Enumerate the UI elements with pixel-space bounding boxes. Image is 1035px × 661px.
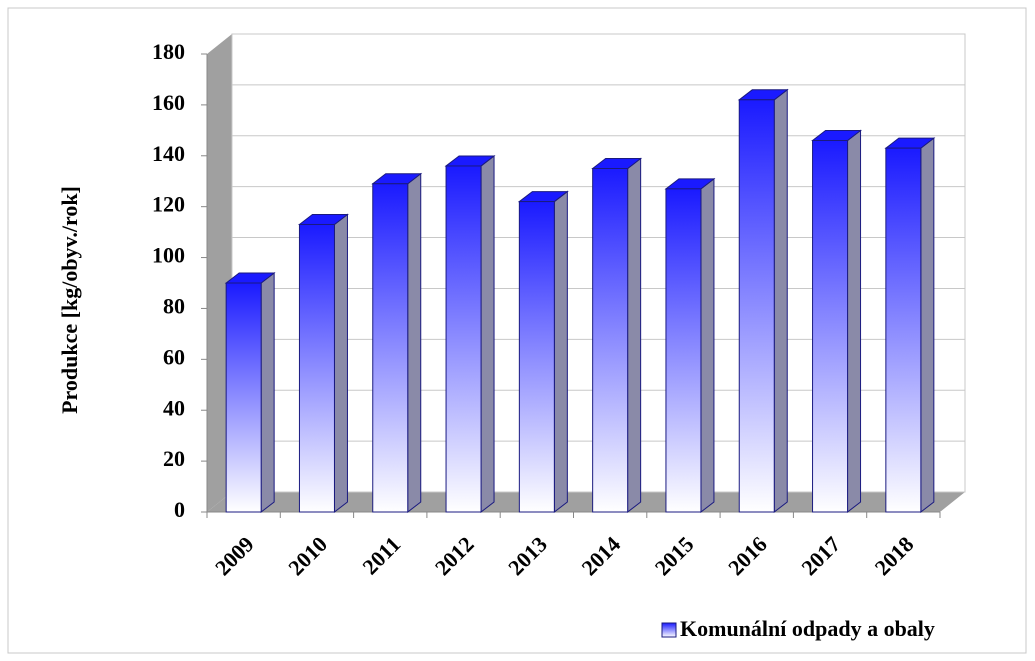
y-tick-label: 0 [174,497,185,522]
x-tick-label: 2014 [576,531,625,580]
y-tick-label: 120 [152,192,185,217]
bar [664,177,716,514]
y-tick-label: 40 [163,395,185,420]
legend-label: Komunální odpady a obaly [680,616,935,641]
bar-side [700,177,715,514]
bar [591,157,643,514]
x-tick-label: 2010 [283,531,332,580]
bar-front [298,223,335,513]
bar-side [627,157,642,514]
bar-front [445,165,482,513]
y-tick-label: 140 [152,141,185,166]
x-tick-label: 2009 [210,531,259,580]
x-tick-label: 2017 [796,531,845,580]
y-tick-label: 180 [152,39,185,64]
bar [811,129,863,514]
y-tick-label: 60 [163,344,185,369]
bar-front [225,282,262,513]
bar-side [260,271,275,514]
bar-front [812,140,849,513]
bar-front [372,183,409,513]
bar [297,213,349,514]
bar [224,271,276,514]
bar [517,190,569,514]
bar-front [665,188,702,513]
x-tick-label: 2015 [650,531,699,580]
bar-side [553,190,568,514]
y-axis-title: Produkce [kg/obyv./rok] [57,186,82,414]
x-tick-label: 2013 [503,531,552,580]
bar [884,137,936,514]
bar [737,88,789,514]
bar-side [773,88,788,514]
x-tick-label: 2018 [870,531,919,580]
bar [371,172,423,514]
bar-side [407,172,422,514]
x-tick-label: 2012 [430,531,479,580]
y-tick-label: 80 [163,293,185,318]
bar [444,154,496,514]
y-tick-label: 100 [152,243,185,268]
x-tick-label: 2011 [357,531,405,579]
bar-front [738,99,775,513]
x-tick-label: 2016 [723,531,772,580]
bar-side [480,154,495,514]
bar-front [885,147,922,513]
y-tick-label: 20 [163,446,185,471]
bar-front [518,201,555,513]
chart-border [7,7,1027,654]
bar-side [333,213,348,514]
bar-side [920,137,935,514]
legend-swatch [661,622,677,638]
bar-front [592,168,629,513]
bar-side [847,129,862,514]
y-tick-label: 160 [152,90,185,115]
